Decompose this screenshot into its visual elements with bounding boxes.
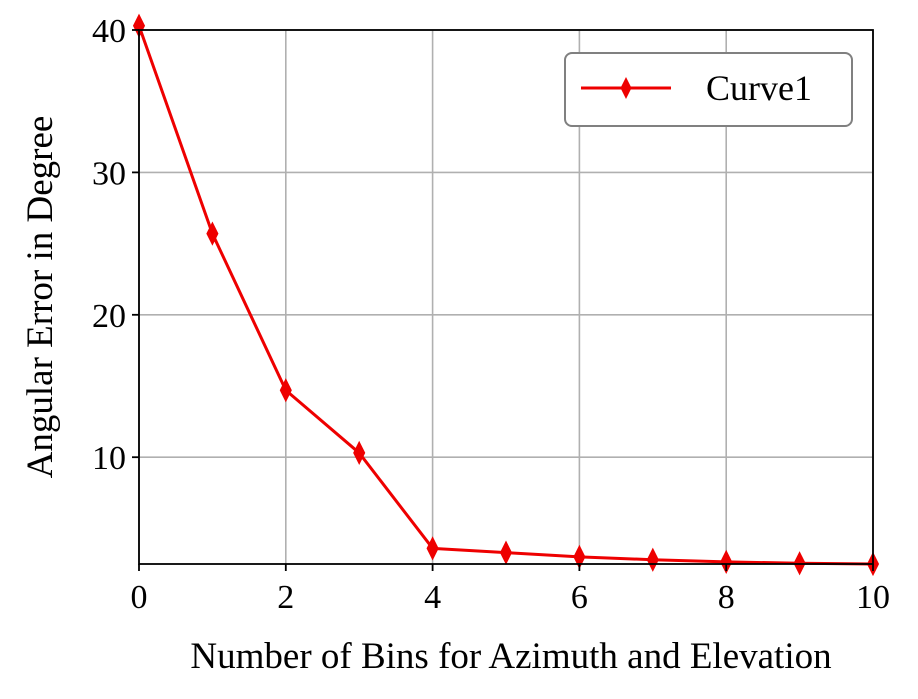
legend: Curve1 xyxy=(564,52,853,127)
y-axis-label: Angular Error in Degree xyxy=(20,116,61,479)
data-point xyxy=(646,547,659,572)
legend-marker-diamond xyxy=(620,77,632,99)
x-tick-label: 4 xyxy=(424,579,441,616)
x-tick-label: 10 xyxy=(856,579,890,616)
y-tick-label: 30 xyxy=(92,155,126,192)
data-point xyxy=(279,378,292,403)
data-point xyxy=(720,549,733,574)
x-tick-label: 0 xyxy=(131,579,148,616)
x-tick-label: 6 xyxy=(571,579,588,616)
plot-frame xyxy=(138,29,874,565)
data-point xyxy=(206,221,219,246)
x-tick-label: 8 xyxy=(718,579,735,616)
x-axis-label: Number of Bins for Azimuth and Elevation xyxy=(190,636,831,677)
data-point xyxy=(353,440,366,466)
legend-box xyxy=(564,52,853,127)
axis-ticks: 0 2 4 6 8 10 10 20 30 40 xyxy=(92,13,890,616)
y-tick-label: 20 xyxy=(92,298,126,335)
legend-label-curve1: Curve1 xyxy=(706,68,812,108)
x-tick-label: 2 xyxy=(277,579,294,616)
y-tick-label: 40 xyxy=(92,13,126,50)
data-point xyxy=(426,536,439,561)
y-tick-label: 10 xyxy=(92,440,126,477)
